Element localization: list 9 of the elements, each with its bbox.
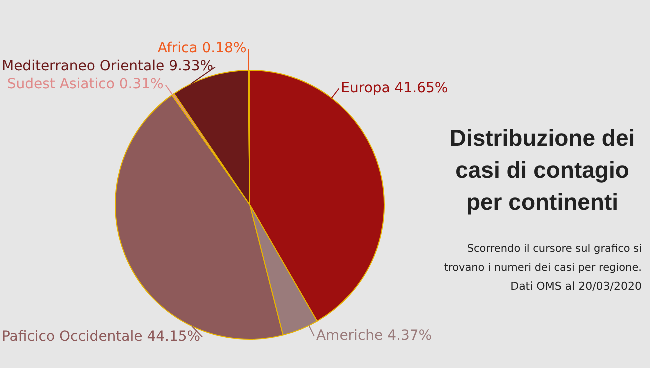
slice-label: Paficico Occidentale 44.15%: [2, 328, 201, 345]
slice-label: Sudest Asiatico 0.31%: [7, 76, 164, 93]
text: Dati OMS al 20/03/2020: [510, 280, 642, 293]
slice-label: Mediterraneo Orientale 9.33%: [2, 58, 214, 75]
slice-label: Americhe 4.37%: [316, 328, 432, 344]
text: Distribuzione dei casi di contagio per continenti: [448, 124, 636, 217]
slice-label: Europa 41.65%: [341, 80, 448, 96]
slice-label: Africa 0.18%: [158, 40, 247, 57]
text: Scorrendo il cursore sul grafico si trovano i numeri dei casi per regione.: [443, 242, 642, 276]
